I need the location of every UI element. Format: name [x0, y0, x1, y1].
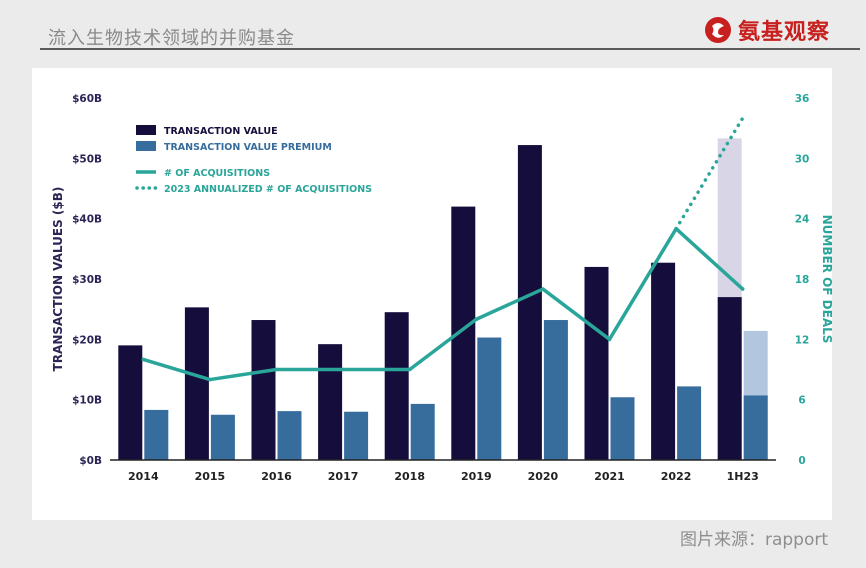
legend-label-transaction-value: TRANSACTION VALUE [164, 126, 278, 137]
brand-icon [704, 17, 731, 43]
bar-transaction-value [384, 312, 409, 460]
y-axis-title: TRANSACTION VALUES ($B) [51, 187, 65, 372]
point-acquisitions [141, 357, 146, 362]
bar-transaction-value [717, 297, 742, 460]
y2-tick-label: 36 [795, 93, 810, 105]
point-acquisitions [541, 287, 545, 291]
y-tick-label: $30B [72, 274, 102, 286]
bar-transaction-value [118, 345, 143, 460]
header-divider [40, 48, 860, 50]
x-tick-label: 2018 [394, 470, 425, 483]
bar-transaction-premium [410, 403, 435, 460]
x-tick-label: 2019 [461, 470, 492, 483]
bar-transaction-premium [477, 337, 502, 460]
y2-axis-title: NUMBER OF DEALS [820, 215, 832, 344]
x-tick-label: 2021 [594, 470, 625, 483]
y-tick-label: $60B [72, 93, 102, 105]
x-tick-label: 2016 [261, 470, 292, 483]
bar-transaction-value [318, 344, 343, 460]
y-tick-label: $50B [72, 153, 102, 165]
y2-tick-label: 30 [795, 153, 810, 165]
y2-tick-label: 6 [798, 395, 805, 407]
legend-label-acquisitions: # OF ACQUISITIONS [164, 168, 270, 179]
bar-transaction-premium [144, 409, 169, 460]
source-caption: 图片来源：rapport [679, 530, 828, 550]
bar-transaction-premium [543, 320, 568, 460]
x-tick-label: 2017 [328, 470, 359, 483]
y2-tick-label: 18 [795, 274, 810, 286]
x-tick-label: 1H23 [727, 470, 759, 483]
series-line-annualized [674, 116, 745, 231]
y-tick-label: $40B [72, 214, 102, 226]
x-tick-label: 2015 [195, 470, 226, 483]
y2-tick-label: 12 [795, 334, 810, 346]
bar-transaction-premium [210, 414, 235, 460]
y-tick-label: $10B [72, 395, 102, 407]
bar-transaction-value [651, 262, 676, 460]
bar-transaction-premium [743, 395, 768, 460]
chart-panel: $0B $10B $20B $30B $40B $50B $60B 0 6 12 18 24 30 36 T… [32, 68, 834, 520]
point-acquisitions [740, 287, 745, 291]
legend-swatch-transaction-value [136, 125, 156, 135]
legend-label-transaction-premium: TRANSACTION VALUE PREMIUM [164, 142, 332, 153]
x-tick-label: 2020 [528, 470, 559, 483]
brand-name: 氨基观察 [737, 20, 830, 45]
bar-transaction-value [584, 266, 609, 460]
y2-tick-label: 0 [798, 455, 805, 467]
x-tick-label: 2014 [128, 470, 159, 483]
bar-transaction-value [251, 320, 276, 460]
legend-swatch-transaction-premium [136, 141, 156, 151]
y-tick-label: $20B [72, 334, 102, 346]
bar-transaction-premium [610, 397, 635, 460]
x-tick-label: 2022 [661, 470, 692, 483]
y2-tick-label: 24 [795, 214, 810, 226]
bar-transaction-premium [677, 386, 702, 460]
point-acquisitions [607, 337, 612, 342]
point-acquisitions [274, 367, 279, 372]
point-acquisitions [407, 367, 412, 372]
point-acquisitions [208, 377, 212, 382]
bar-transaction-premium [344, 411, 369, 460]
point-acquisitions [474, 317, 479, 322]
bar-transaction-premium [277, 411, 302, 460]
bar-transaction-value [517, 145, 542, 460]
page-title: 流入生物技术领域的并购基金 [48, 28, 295, 49]
y-tick-label: $0B [79, 455, 102, 467]
chart: $0B $10B $20B $30B $40B $50B $60B 0 6 12 18 24 30 36 T… [51, 93, 834, 483]
point-acquisitions [341, 367, 345, 372]
bar-transaction-value [184, 307, 209, 460]
brand-logo: 氨基观察 [704, 14, 830, 46]
legend-label-annualized: 2023 ANNUALIZED # OF ACQUISITIONS [164, 184, 372, 195]
series-line-acquisitions [142, 226, 744, 382]
